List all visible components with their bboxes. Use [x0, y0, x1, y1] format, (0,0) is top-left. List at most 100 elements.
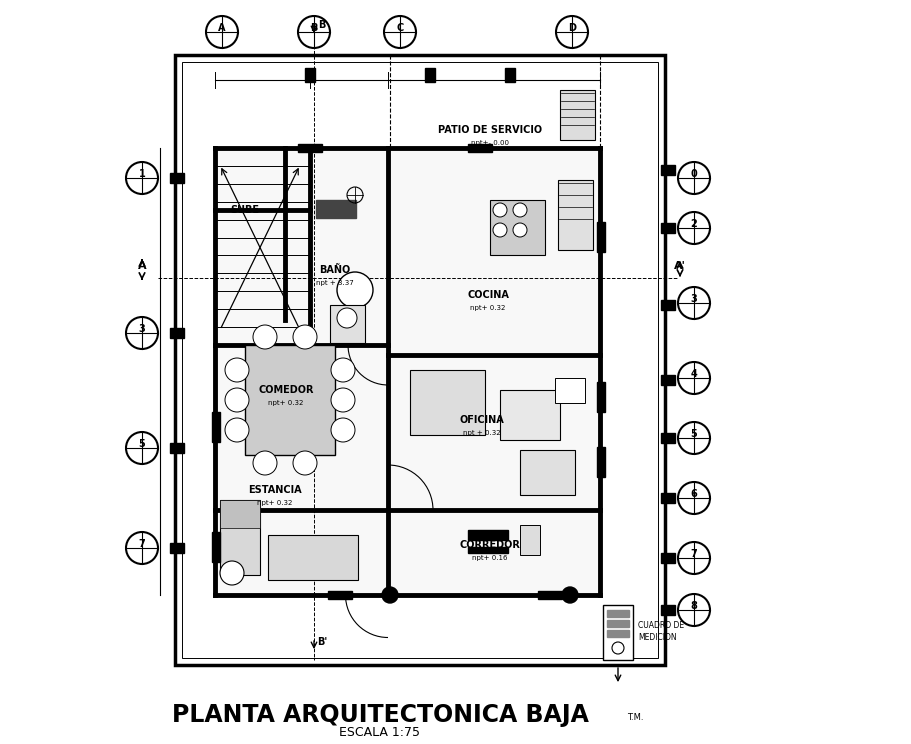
- Bar: [169, 173, 184, 183]
- Circle shape: [126, 162, 158, 194]
- Text: B: B: [318, 20, 325, 30]
- Circle shape: [292, 325, 317, 349]
- Circle shape: [677, 482, 710, 514]
- Bar: [519, 450, 574, 495]
- Text: npt + 3.37: npt + 3.37: [316, 280, 353, 286]
- Bar: [660, 300, 674, 310]
- Bar: [467, 144, 491, 152]
- Text: B': B': [316, 637, 327, 647]
- Circle shape: [126, 317, 158, 349]
- Text: COMEDOR: COMEDOR: [258, 385, 313, 395]
- Bar: [182, 62, 657, 658]
- Text: npt+ 0.32: npt+ 0.32: [268, 400, 303, 406]
- Text: 5: 5: [138, 439, 145, 449]
- Bar: [660, 375, 674, 385]
- Circle shape: [677, 594, 710, 626]
- Text: ESTANCIA: ESTANCIA: [248, 485, 302, 495]
- Text: A: A: [138, 261, 146, 271]
- Bar: [559, 90, 594, 140]
- Bar: [660, 165, 674, 175]
- Bar: [467, 530, 507, 540]
- Circle shape: [677, 212, 710, 244]
- Text: COCINA: COCINA: [466, 290, 508, 300]
- Bar: [660, 433, 674, 443]
- Bar: [220, 500, 260, 528]
- Circle shape: [561, 587, 578, 603]
- Bar: [519, 525, 539, 555]
- Bar: [268, 535, 358, 580]
- Text: 6: 6: [690, 489, 697, 499]
- Circle shape: [331, 388, 354, 412]
- Circle shape: [298, 16, 330, 48]
- Bar: [298, 144, 322, 152]
- Text: 5: 5: [690, 429, 697, 439]
- Circle shape: [512, 203, 527, 217]
- Circle shape: [225, 358, 249, 382]
- Circle shape: [126, 532, 158, 564]
- Circle shape: [252, 451, 277, 475]
- Circle shape: [493, 223, 507, 237]
- Circle shape: [337, 308, 356, 328]
- Bar: [597, 447, 604, 477]
- Bar: [169, 543, 184, 553]
- Circle shape: [331, 418, 354, 442]
- Circle shape: [493, 203, 507, 217]
- Text: 3: 3: [690, 294, 697, 304]
- Circle shape: [677, 162, 710, 194]
- Text: 7: 7: [690, 549, 697, 559]
- Circle shape: [677, 362, 710, 394]
- Bar: [220, 500, 260, 575]
- Text: PLANTA ARQUITECTONICA BAJA: PLANTA ARQUITECTONICA BAJA: [171, 703, 588, 727]
- Bar: [660, 223, 674, 233]
- Bar: [505, 68, 515, 82]
- Text: 7: 7: [138, 539, 145, 549]
- Bar: [328, 591, 352, 599]
- Bar: [304, 68, 314, 82]
- Circle shape: [384, 16, 415, 48]
- Circle shape: [331, 358, 354, 382]
- Bar: [211, 412, 220, 442]
- Text: SUBE: SUBE: [230, 205, 260, 215]
- Text: D: D: [568, 23, 576, 33]
- Circle shape: [677, 287, 710, 319]
- Text: CUADRO DE: CUADRO DE: [638, 620, 683, 629]
- Text: npt+- 0.00: npt+- 0.00: [470, 140, 508, 146]
- Bar: [215, 148, 599, 595]
- Bar: [558, 180, 592, 250]
- Text: npt+ 0.32: npt+ 0.32: [470, 305, 505, 311]
- Circle shape: [611, 642, 623, 654]
- Circle shape: [252, 325, 277, 349]
- Text: 0: 0: [690, 169, 697, 179]
- Bar: [660, 493, 674, 503]
- Text: ESCALA 1:75: ESCALA 1:75: [339, 725, 420, 739]
- Bar: [330, 305, 364, 343]
- Bar: [467, 547, 507, 553]
- Bar: [597, 222, 604, 252]
- Bar: [597, 382, 604, 412]
- Bar: [660, 605, 674, 615]
- Circle shape: [126, 432, 158, 464]
- Text: CORREDOR: CORREDOR: [459, 540, 520, 550]
- Circle shape: [337, 272, 373, 308]
- Circle shape: [292, 451, 317, 475]
- Bar: [410, 370, 485, 435]
- Circle shape: [225, 418, 249, 442]
- Bar: [555, 378, 584, 403]
- Bar: [499, 390, 559, 440]
- Circle shape: [556, 16, 588, 48]
- Text: npt+ 0.32: npt+ 0.32: [257, 500, 292, 506]
- Text: 3: 3: [138, 324, 145, 334]
- Text: C: C: [396, 23, 404, 33]
- Bar: [245, 345, 334, 455]
- Bar: [315, 200, 355, 218]
- Text: 2: 2: [690, 219, 697, 229]
- Circle shape: [382, 587, 397, 603]
- Bar: [607, 610, 629, 617]
- Text: 4: 4: [690, 369, 697, 379]
- Bar: [425, 68, 435, 82]
- Circle shape: [206, 16, 238, 48]
- Text: 8: 8: [690, 601, 697, 611]
- Bar: [607, 620, 629, 627]
- Bar: [602, 605, 632, 660]
- Bar: [175, 55, 664, 665]
